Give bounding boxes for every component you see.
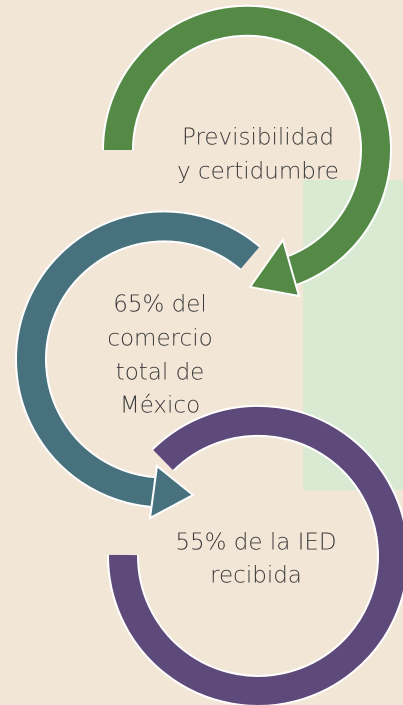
node-label: 65% del: [113, 292, 207, 318]
node-label: y certidumbre: [177, 159, 339, 185]
teal-arc: [15, 210, 261, 508]
node-label: México: [120, 393, 200, 419]
teal-arrowhead: [148, 464, 195, 520]
node-label: 55% de la IED: [175, 530, 336, 556]
green-arc: [102, 4, 392, 287]
node-label: Previsibilidad: [182, 125, 334, 151]
green-arrowhead: [248, 237, 301, 298]
node-label: comercio: [107, 326, 212, 352]
node-label: recibida: [210, 563, 302, 589]
purple-arc: [106, 404, 403, 705]
node-label: total de: [116, 360, 205, 386]
